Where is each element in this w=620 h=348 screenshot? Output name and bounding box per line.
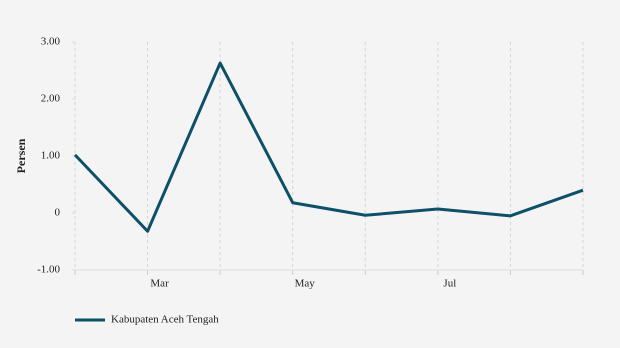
line — [73, 61, 584, 233]
y-tick-label: 1.00 — [41, 150, 61, 162]
y-tick-label: 2.00 — [41, 93, 61, 105]
y-tick-label: 0 — [55, 207, 61, 219]
x-tick-label: Mar — [150, 278, 169, 290]
x-tick-label: May — [295, 278, 316, 290]
x-tick-label: Jul — [443, 278, 456, 290]
y-tick-label: 3.00 — [41, 36, 61, 48]
y-tick-label: -1.00 — [37, 264, 60, 276]
legend-label: Kabupaten Aceh Tengah — [111, 314, 219, 326]
y-axis-label: Persen — [14, 138, 28, 173]
